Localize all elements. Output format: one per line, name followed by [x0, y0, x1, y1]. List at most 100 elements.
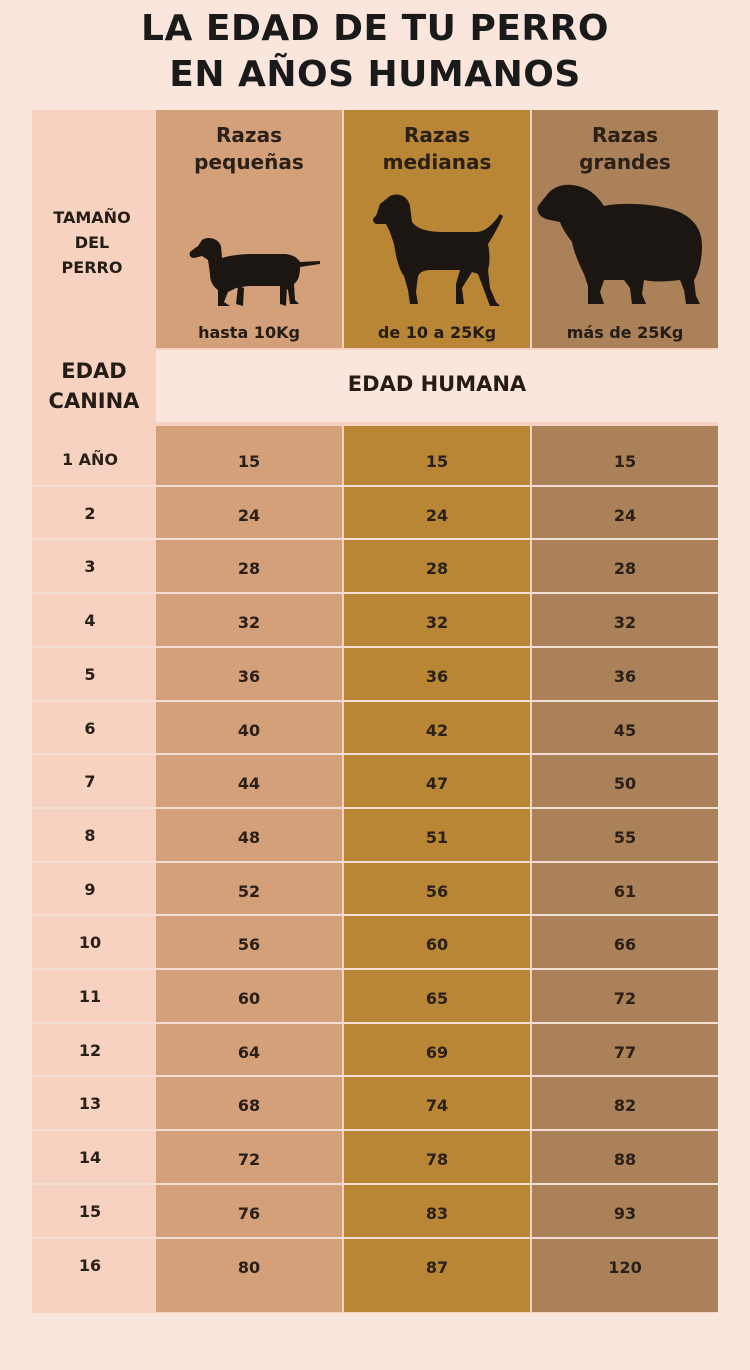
human-age-cell: 45 — [613, 720, 637, 740]
weight-label-large: más de 25Kg — [566, 323, 684, 342]
human-age-cell: 15 — [425, 452, 449, 471]
dog-age-cell: 4 — [84, 611, 96, 631]
row-divider — [32, 968, 718, 970]
dog-age-cell: 1 AÑO — [61, 450, 119, 469]
human-age-cell: 74 — [425, 1096, 449, 1116]
dog-age-cell: 7 — [84, 772, 96, 792]
human-age-cell: 72 — [613, 989, 637, 1008]
human-age-cell: 28 — [425, 559, 449, 579]
row-divider — [32, 753, 718, 756]
human-age-cell: 64 — [237, 1042, 261, 1062]
human-age-cell: 83 — [425, 1203, 449, 1223]
human-age-cell: 69 — [425, 1042, 449, 1062]
human-age-cell: 55 — [613, 827, 637, 847]
human-age-cell: 32 — [613, 613, 637, 633]
human-age-cell: 15 — [237, 452, 261, 471]
row-divider — [32, 806, 718, 809]
human-age-cell: 61 — [613, 881, 637, 901]
human-age-cell: 32 — [237, 613, 261, 633]
breed-label-large: Razas grandes — [579, 123, 671, 174]
dog-age-cell: 2 — [84, 503, 96, 523]
data-column-large — [532, 426, 718, 1312]
dog-age-cell: 14 — [78, 1148, 102, 1168]
human-age-cell: 42 — [425, 720, 449, 740]
data-column-medium — [344, 426, 530, 1312]
human-age-cell: 56 — [425, 881, 449, 901]
human-age-cell: 93 — [613, 1203, 637, 1223]
dog-age-cell: 10 — [78, 933, 102, 953]
human-age-cell: 66 — [613, 935, 637, 955]
dog-age-cell: 12 — [78, 1040, 102, 1060]
breed-label-small: Razas pequeñas — [194, 123, 304, 174]
newfoundland-dog-icon — [537, 184, 702, 304]
human-age-cell: 51 — [425, 827, 449, 847]
dog-age-cell: 11 — [78, 987, 102, 1006]
row-divider — [32, 860, 718, 863]
column-header-small: Razas pequeñas hasta 10Kg — [156, 110, 342, 348]
footer-strip — [0, 1320, 750, 1370]
title-line-1: LA EDAD DE TU PERRO — [141, 8, 609, 49]
human-age-cell: 24 — [237, 505, 261, 525]
dog-age-cell: 8 — [84, 825, 96, 845]
row-divider — [32, 1182, 718, 1185]
weight-label-medium: de 10 a 25Kg — [377, 323, 497, 342]
human-age-band — [156, 350, 718, 422]
human-age-cell: 80 — [237, 1257, 261, 1277]
human-age-cell: 36 — [425, 666, 449, 686]
human-age-cell: 15 — [613, 452, 637, 471]
breed-label-medium: Razas medianas — [382, 123, 492, 174]
row-divider — [32, 592, 718, 595]
human-age-cell: 36 — [237, 666, 261, 686]
dog-size-label: TAMAÑO DEL PERRO — [53, 208, 131, 277]
human-age-cell: 40 — [237, 720, 261, 740]
human-age-cell: 24 — [425, 505, 449, 525]
dachshund-icon — [189, 238, 320, 306]
title-line-2: EN AÑOS HUMANOS — [169, 54, 581, 95]
row-divider — [32, 645, 718, 648]
dog-age-cell: 15 — [78, 1201, 102, 1221]
human-age-cell: 87 — [425, 1257, 449, 1277]
dog-age-cell: 6 — [84, 718, 96, 738]
row-divider — [32, 484, 718, 487]
dog-age-cell: 3 — [84, 557, 96, 577]
dog-age-label: EDAD CANINA — [48, 359, 140, 413]
page-title: LA EDAD DE TU PERRO EN AÑOS HUMANOS — [0, 6, 750, 98]
human-age-cell: 65 — [425, 989, 449, 1008]
human-age-cell: 36 — [613, 666, 637, 686]
human-age-cell: 50 — [613, 774, 637, 794]
human-age-cell: 120 — [608, 1257, 642, 1277]
row-divider — [32, 1129, 718, 1132]
row-divider — [32, 538, 718, 541]
human-age-cell: 47 — [425, 774, 449, 794]
pointer-dog-icon — [373, 194, 503, 306]
human-age-cell: 82 — [613, 1096, 637, 1116]
human-age-cell: 60 — [425, 935, 449, 955]
dog-age-cell: 5 — [84, 664, 96, 684]
human-age-cell: 28 — [613, 559, 637, 579]
dog-age-cell: 9 — [84, 879, 96, 899]
column-header-large: Razas grandes más de 25Kg — [532, 110, 718, 348]
human-age-cell: 76 — [237, 1203, 261, 1223]
human-age-cell: 68 — [237, 1096, 261, 1116]
row-divider — [32, 1021, 718, 1024]
human-age-cell: 28 — [237, 559, 261, 579]
row-divider — [32, 699, 718, 702]
human-age-cell: 44 — [237, 774, 261, 794]
human-age-cell: 60 — [237, 989, 261, 1008]
human-age-label: EDAD HUMANA — [347, 372, 527, 396]
weight-label-small: hasta 10Kg — [198, 323, 300, 342]
human-age-cell: 78 — [425, 1150, 449, 1170]
human-age-cell: 72 — [237, 1150, 261, 1170]
human-age-cell: 56 — [237, 935, 261, 955]
dog-age-cell: 16 — [78, 1255, 102, 1275]
human-age-cell: 32 — [425, 613, 449, 633]
column-header-medium: Razas medianas de 10 a 25Kg — [344, 110, 530, 348]
row-divider — [32, 914, 718, 917]
human-age-cell: 24 — [613, 505, 637, 525]
human-age-cell: 77 — [613, 1042, 637, 1062]
row-divider — [32, 1075, 718, 1078]
human-age-cell: 88 — [613, 1150, 637, 1170]
human-age-cell: 48 — [237, 827, 261, 847]
data-column-small — [156, 426, 342, 1312]
dog-age-cell: 13 — [78, 1094, 102, 1114]
